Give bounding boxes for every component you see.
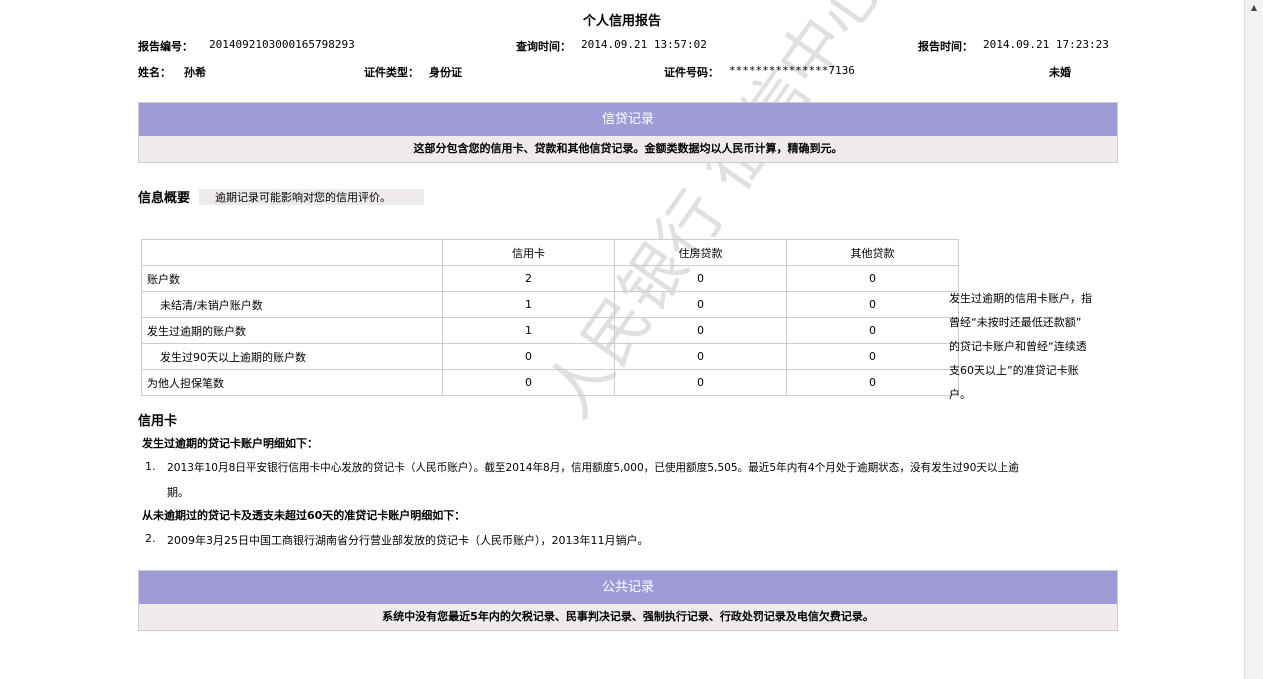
table-header bbox=[141, 239, 443, 266]
cell: 0 bbox=[442, 343, 615, 370]
table-row: 发生过逾期的账户数 1 0 0 bbox=[141, 317, 959, 344]
id-no-label: 证件号码： bbox=[664, 66, 719, 79]
id-no: ***************7136 bbox=[729, 64, 855, 77]
query-time-label: 查询时间： bbox=[516, 40, 571, 53]
cell: 0 bbox=[786, 291, 959, 318]
cell: 0 bbox=[614, 317, 787, 344]
id-type: 身份证 bbox=[429, 66, 462, 79]
id-type-label: 证件类型： bbox=[364, 66, 419, 79]
page-title: 个人信用报告 bbox=[583, 14, 662, 29]
item2-number: 2. bbox=[145, 532, 156, 545]
name-label: 姓名： bbox=[138, 66, 171, 79]
vertical-scrollbar[interactable]: ▲ bbox=[1244, 0, 1263, 679]
public-heading: 公共记录 bbox=[139, 571, 1117, 604]
report-no-label: 报告编号： bbox=[138, 40, 193, 53]
cell: 0 bbox=[786, 317, 959, 344]
side-note-line: 曾经“未按时还最低还款额” bbox=[949, 316, 1082, 329]
table-header-row: 信用卡 住房贷款 其他贷款 bbox=[141, 239, 959, 266]
name: 孙希 bbox=[184, 66, 206, 79]
overview-table: 信用卡 住房贷款 其他贷款 账户数 2 0 0 未结清/未销户账户数 1 0 0 发生过逾期… bbox=[141, 239, 959, 396]
cell: 0 bbox=[614, 291, 787, 318]
item1-number: 1. bbox=[145, 460, 156, 473]
table-row: 未结清/未销户账户数 1 0 0 bbox=[141, 291, 959, 318]
scroll-up-icon[interactable]: ▲ bbox=[1250, 3, 1258, 12]
side-note-line: 发生过逾期的信用卡账户，指 bbox=[949, 292, 1092, 305]
row-label: 未结清/未销户账户数 bbox=[141, 291, 443, 318]
overview-note: 逾期记录可能影响对您的信用评价。 bbox=[199, 189, 424, 205]
card-heading: 信用卡 bbox=[138, 414, 178, 429]
cell: 0 bbox=[786, 343, 959, 370]
table-header: 其他贷款 bbox=[786, 239, 959, 266]
normal-title: 从未逾期过的贷记卡及透支未超过60天的准贷记卡账户明细如下： bbox=[142, 509, 466, 522]
report-no: 2014092103000165798293 bbox=[209, 38, 355, 51]
cell: 0 bbox=[442, 369, 615, 396]
cell: 0 bbox=[614, 343, 787, 370]
item1-text: 2013年10月8日平安银行信用卡中心发放的贷记卡（人民币账户）。截至2014年… bbox=[167, 462, 1019, 474]
cell: 2 bbox=[442, 265, 615, 292]
report-time-label: 报告时间： bbox=[918, 40, 973, 53]
cell: 0 bbox=[786, 369, 959, 396]
table-header: 住房贷款 bbox=[614, 239, 787, 266]
side-note-line: 户。 bbox=[949, 388, 971, 401]
side-note: 发生过逾期的信用卡账户，指 曾经“未按时还最低还款额” 的贷记卡账户和曾经“连续… bbox=[949, 287, 1092, 407]
cell: 0 bbox=[786, 265, 959, 292]
report-time: 2014.09.21 17:23:23 bbox=[983, 38, 1109, 51]
table-header: 信用卡 bbox=[442, 239, 615, 266]
side-note-line: 的贷记卡账户和曾经“连续透 bbox=[949, 340, 1087, 353]
credit-subtitle: 这部分包含您的信用卡、贷款和其他信贷记录。金额类数据均以人民币计算，精确到元。 bbox=[139, 136, 1117, 162]
overdue-title: 发生过逾期的贷记卡账户明细如下： bbox=[142, 437, 318, 450]
row-label: 发生过90天以上逾期的账户数 bbox=[141, 343, 443, 370]
table-row: 账户数 2 0 0 bbox=[141, 265, 959, 292]
cell: 1 bbox=[442, 317, 615, 344]
query-time: 2014.09.21 13:57:02 bbox=[581, 38, 707, 51]
row-label: 发生过逾期的账户数 bbox=[141, 317, 443, 344]
row-label: 为他人担保笔数 bbox=[141, 369, 443, 396]
cell: 1 bbox=[442, 291, 615, 318]
public-section-header: 公共记录 系统中没有您最近5年内的欠税记录、民事判决记录、强制执行记录、行政处罚… bbox=[138, 570, 1118, 631]
cell: 0 bbox=[614, 265, 787, 292]
row-label: 账户数 bbox=[141, 265, 443, 292]
table-row: 发生过90天以上逾期的账户数 0 0 0 bbox=[141, 343, 959, 370]
cell: 0 bbox=[614, 369, 787, 396]
credit-section-header: 信贷记录 这部分包含您的信用卡、贷款和其他信贷记录。金额类数据均以人民币计算，精… bbox=[138, 102, 1118, 163]
marital-status: 未婚 bbox=[1049, 66, 1071, 79]
public-subtitle: 系统中没有您最近5年内的欠税记录、民事判决记录、强制执行记录、行政处罚记录及电信… bbox=[139, 604, 1117, 630]
item1-text-cont: 期。 bbox=[167, 486, 189, 499]
credit-heading: 信贷记录 bbox=[139, 103, 1117, 136]
overview-label: 信息概要 bbox=[138, 191, 191, 206]
table-row: 为他人担保笔数 0 0 0 bbox=[141, 369, 959, 396]
side-note-line: 支60天以上”的准贷记卡账 bbox=[949, 364, 1079, 377]
item2-text: 2009年3月25日中国工商银行湖南省分行营业部发放的贷记卡（人民币账户），20… bbox=[167, 534, 649, 547]
